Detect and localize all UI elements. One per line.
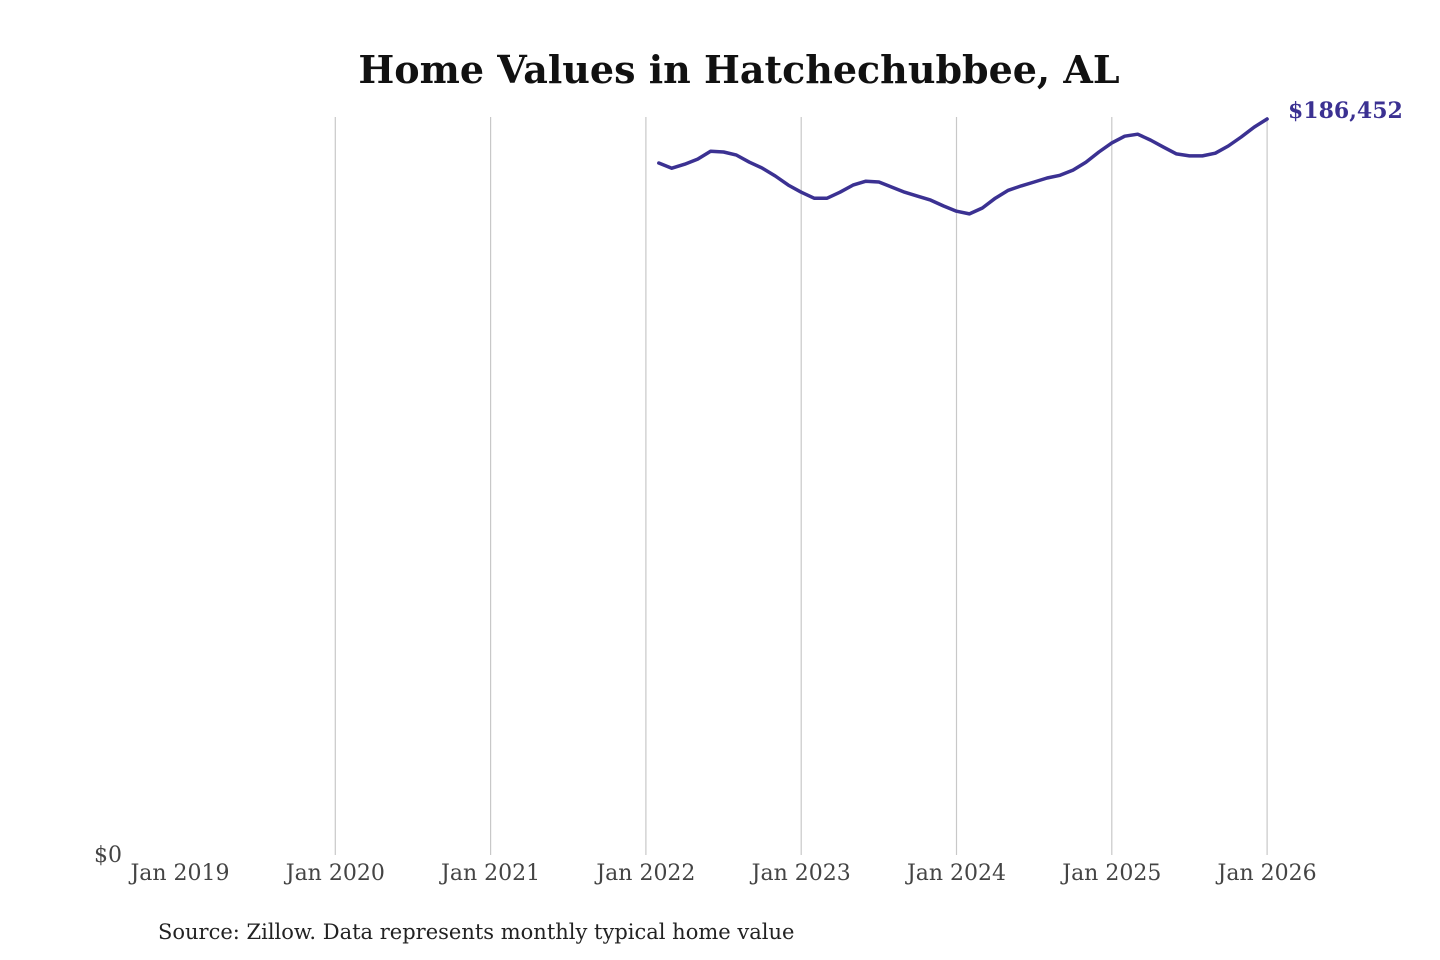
x-tick-label: Jan 2025	[1060, 861, 1161, 886]
x-tick-label: Jan 2020	[284, 861, 385, 886]
source-note: Source: Zillow. Data represents monthly …	[158, 920, 794, 944]
x-tick-label: Jan 2021	[439, 861, 540, 886]
x-tick-label: Jan 2022	[594, 861, 695, 886]
chart-title: Home Values in Hatchechubbee, AL	[358, 47, 1119, 92]
x-tick-label: Jan 2023	[750, 861, 851, 886]
home-value-line	[657, 117, 1269, 216]
x-tick-label: Jan 2026	[1216, 861, 1317, 886]
end-value-label: $186,452	[1288, 98, 1403, 124]
x-tick-label: Jan 2019	[128, 861, 229, 886]
x-tick-label: Jan 2024	[905, 861, 1006, 886]
y-tick-label: $0	[94, 843, 122, 868]
